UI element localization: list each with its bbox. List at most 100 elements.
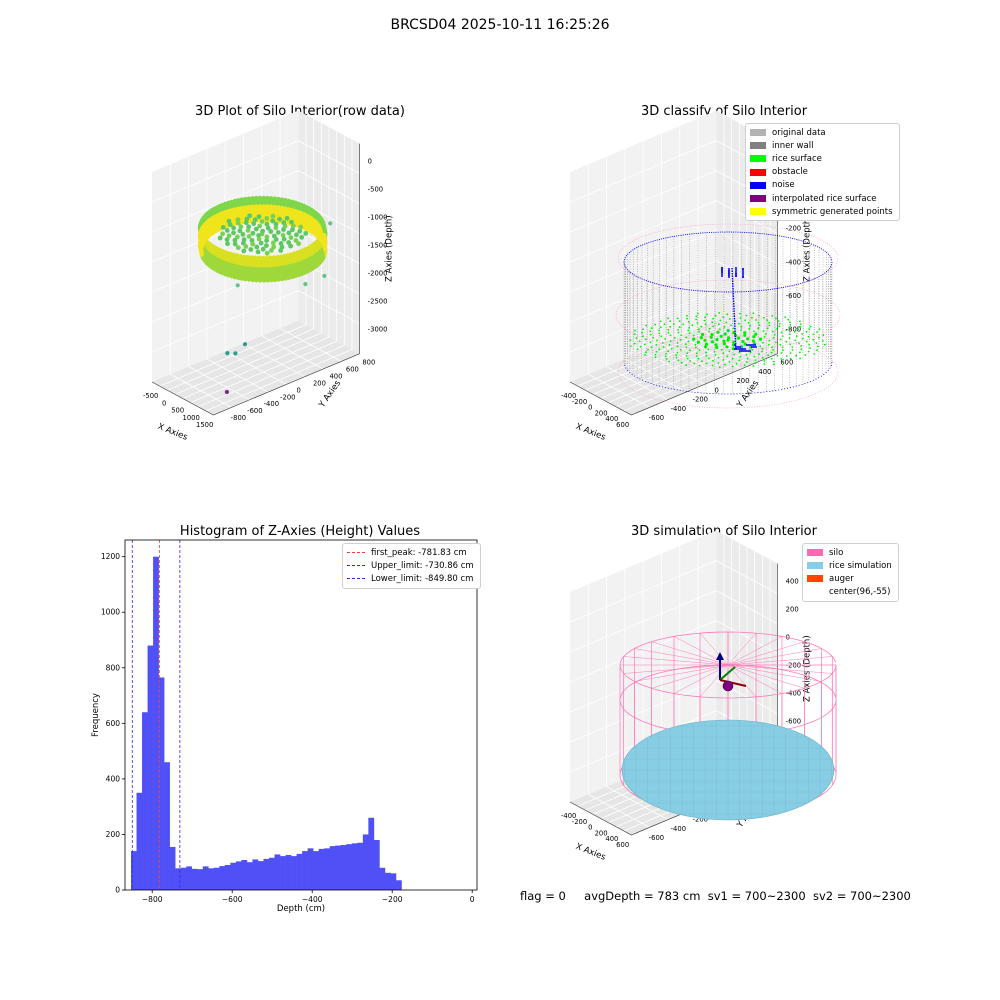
surface-point [649, 341, 652, 344]
raw-point [253, 226, 259, 232]
y-tick-label: 400 [106, 774, 121, 783]
surface-point [696, 352, 698, 355]
surface-point [726, 313, 729, 316]
histogram-bar [384, 872, 391, 890]
silo-spoke [623, 656, 729, 666]
raw-point [256, 233, 261, 238]
legend-item-lower-limit: Lower_limit: -849.80 cm [347, 572, 474, 585]
plot-frame [124, 539, 478, 891]
surface-point [649, 330, 652, 333]
surface-point [787, 318, 790, 321]
surface-point [763, 363, 766, 365]
legend-item-first-peak: first_peak: -781.83 cm [347, 546, 474, 559]
surface-point [751, 348, 754, 351]
surface-point [680, 361, 683, 364]
surface-point [809, 347, 811, 349]
legend-swatch [750, 208, 766, 216]
surface-point [778, 322, 781, 325]
surface-point [703, 319, 706, 322]
x-tick-label: 0 [588, 824, 592, 832]
surface-point [634, 329, 636, 332]
surface-point [722, 316, 725, 318]
y-tick-label: 1000 [101, 608, 120, 617]
histogram-bar [241, 860, 248, 890]
histogram-bar [362, 834, 369, 890]
raw-point [264, 250, 270, 256]
plot-area [125, 540, 477, 890]
z-tick-label: -200 [786, 225, 801, 233]
histogram-bar [263, 858, 270, 890]
noise-point [735, 267, 737, 269]
surface-point [705, 362, 708, 365]
histogram-bar [169, 846, 176, 890]
surface-point [768, 339, 771, 342]
z-tick-label: -600 [786, 717, 801, 725]
y-tick-label: -200 [693, 396, 708, 404]
raw-point [252, 217, 258, 223]
raw-point [270, 213, 276, 219]
z-axis-label: Z Axies (Depth) [803, 215, 813, 282]
raw-point [297, 228, 303, 234]
raw-point [250, 230, 256, 236]
panel1-title: 3D Plot of Silo Interior(row data) [195, 104, 405, 119]
raw-point [281, 220, 287, 225]
histogram-bar [147, 645, 154, 890]
surface-point [808, 343, 811, 346]
legend-swatch [750, 155, 766, 163]
x-tick-label: 1000 [183, 414, 200, 422]
surface-point [718, 366, 721, 369]
grid-line [298, 230, 360, 265]
raw-point [264, 243, 269, 249]
surface-point [668, 344, 671, 346]
x-axis-label: X Axies [574, 842, 607, 863]
surface-point [795, 335, 798, 338]
histogram-bar [175, 868, 181, 890]
noise-point [736, 348, 738, 350]
surface-point [682, 323, 685, 326]
grid-line [569, 290, 717, 353]
grid-line [716, 260, 778, 295]
surface-point [691, 324, 694, 327]
surface-point [732, 340, 736, 344]
y-tick-label: -200 [280, 393, 295, 401]
surface-point [775, 341, 777, 344]
surface-point [761, 350, 763, 353]
noise-point [734, 348, 736, 350]
raw-point [250, 241, 256, 247]
surface-point [738, 322, 740, 325]
raw-point [250, 277, 255, 283]
surface-point [685, 364, 688, 367]
surface-point [719, 319, 722, 322]
legend-label: interpolated rice surface [772, 193, 877, 204]
surface-point [675, 354, 678, 356]
grid-line [716, 230, 778, 265]
x-tick-label: 600 [616, 841, 629, 849]
raw-point [226, 218, 232, 224]
surface-point [642, 328, 644, 330]
surface-point [758, 324, 761, 327]
raw-point [275, 230, 281, 235]
surface-point [754, 362, 757, 365]
surface-point [664, 338, 666, 340]
floor-axis-lines [569, 353, 778, 416]
noise-point [746, 344, 748, 346]
surface-point [704, 342, 709, 346]
surface-point [698, 328, 700, 331]
surface-point [712, 317, 714, 320]
raw-point [322, 246, 328, 252]
surface-point [708, 330, 710, 333]
x-tick-label: 400 [605, 835, 618, 843]
noise-point [728, 270, 730, 272]
outlier-point [224, 389, 229, 395]
surface-point [752, 335, 756, 339]
surface-point [809, 325, 812, 328]
legend-label: noise [772, 180, 795, 191]
raw-point [244, 216, 250, 222]
x-axis-label: X Axies [156, 422, 189, 443]
surface-point [722, 352, 725, 355]
legend-item-auger: auger [807, 572, 892, 585]
silo-spoke [727, 664, 783, 694]
grid-line [569, 680, 717, 743]
surface-point [822, 334, 825, 337]
histogram-bar [136, 792, 143, 890]
